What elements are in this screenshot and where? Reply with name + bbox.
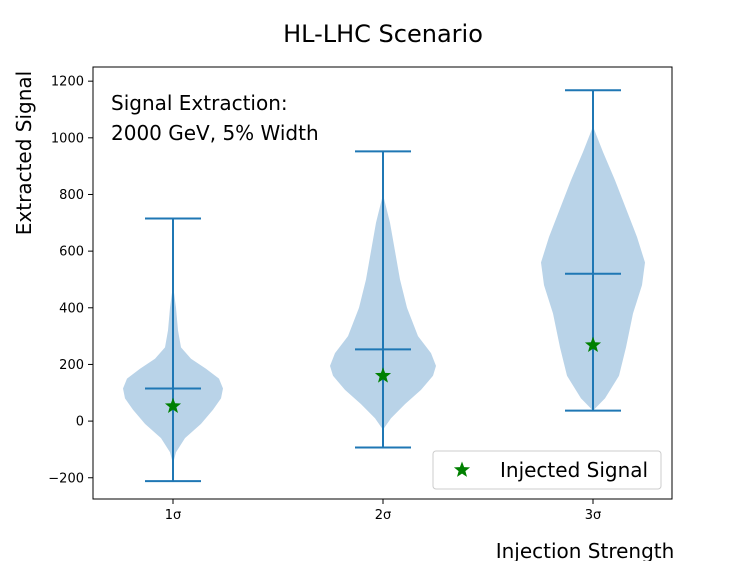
legend-label: Injected Signal (500, 458, 648, 482)
injected-signal-star (584, 336, 602, 353)
plot-frame (92, 66, 673, 500)
y-tick-label: 1000 (51, 131, 84, 146)
y-tick-label: 800 (59, 188, 84, 203)
chart-title: HL-LHC Scenario (283, 20, 483, 48)
x-tick-label: 1σ (165, 508, 182, 523)
x-tick-label: 3σ (585, 508, 602, 523)
y-tick-label: −200 (48, 471, 84, 486)
annotation-line-2: 2000 GeV, 5% Width (111, 121, 319, 145)
x-ticks: 1σ 2σ 3σ (165, 499, 602, 523)
y-ticks: −200 0 200 400 600 800 1000 1200 (48, 75, 93, 486)
y-axis-label: Extracted Signal (12, 71, 36, 235)
legend-star-icon (453, 461, 471, 477)
y-tick-label: 1200 (51, 75, 84, 90)
legend: Injected Signal (432, 450, 662, 490)
x-tick-label: 2σ (375, 508, 392, 523)
injected-signal-star (164, 397, 182, 413)
injected-signal-star (374, 367, 392, 383)
annotation-line-1: Signal Extraction: (111, 91, 288, 115)
legend-box (432, 450, 662, 490)
x-axis-label: Injection Strength (496, 539, 675, 561)
y-tick-label: 600 (59, 245, 84, 260)
violins (123, 89, 645, 483)
y-tick-label: 400 (59, 301, 84, 316)
y-tick-label: 200 (59, 358, 84, 373)
y-tick-label: 0 (76, 415, 84, 430)
